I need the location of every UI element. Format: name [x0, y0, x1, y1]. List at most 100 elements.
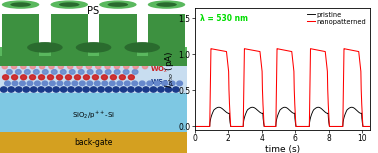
pristine [318, 107, 323, 109]
Ellipse shape [99, 0, 136, 9]
Circle shape [72, 81, 77, 86]
Ellipse shape [124, 42, 160, 53]
Circle shape [110, 75, 116, 80]
Bar [148, 14, 185, 60]
Ellipse shape [76, 42, 112, 53]
Circle shape [60, 87, 67, 92]
Circle shape [65, 75, 71, 80]
Circle shape [135, 87, 142, 92]
Circle shape [12, 81, 18, 86]
Text: back-gate: back-gate [74, 138, 113, 147]
Circle shape [124, 81, 130, 86]
Circle shape [30, 64, 36, 69]
Text: WSe$_2$: WSe$_2$ [150, 78, 172, 88]
Circle shape [96, 70, 102, 74]
Circle shape [38, 87, 44, 92]
Ellipse shape [59, 2, 79, 7]
Circle shape [21, 64, 26, 69]
Circle shape [169, 81, 175, 86]
Circle shape [143, 87, 149, 92]
Circle shape [53, 87, 59, 92]
Circle shape [34, 70, 39, 74]
Circle shape [143, 64, 148, 69]
nanopatterned [271, 125, 276, 127]
Circle shape [8, 87, 14, 92]
Ellipse shape [156, 2, 177, 7]
Circle shape [173, 87, 179, 92]
Circle shape [48, 75, 54, 80]
Circle shape [75, 87, 82, 92]
Ellipse shape [27, 42, 63, 53]
Circle shape [49, 64, 54, 69]
Circle shape [177, 81, 183, 86]
Circle shape [2, 64, 7, 69]
Circle shape [57, 81, 63, 86]
Circle shape [12, 75, 18, 80]
Circle shape [39, 75, 45, 80]
Circle shape [133, 64, 138, 69]
Circle shape [51, 70, 57, 74]
Circle shape [68, 87, 74, 92]
Circle shape [147, 81, 152, 86]
Circle shape [15, 87, 22, 92]
Ellipse shape [51, 0, 88, 9]
Circle shape [150, 87, 156, 92]
Bar [0, 47, 187, 66]
Circle shape [105, 64, 110, 69]
Circle shape [132, 70, 138, 74]
X-axis label: time (s): time (s) [265, 145, 300, 153]
Circle shape [90, 87, 97, 92]
Circle shape [42, 81, 48, 86]
Bar [99, 14, 136, 60]
Circle shape [124, 64, 129, 69]
Circle shape [3, 75, 9, 80]
Circle shape [98, 87, 104, 92]
nanopatterned [369, 125, 373, 127]
pristine [271, 125, 276, 127]
Circle shape [120, 87, 127, 92]
Line: pristine: pristine [195, 107, 371, 126]
Circle shape [29, 75, 36, 80]
Circle shape [77, 64, 82, 69]
Circle shape [65, 81, 70, 86]
Circle shape [56, 75, 62, 80]
Y-axis label: $I_{pho}$ (pA): $I_{pho}$ (pA) [164, 50, 177, 88]
nanopatterned [318, 50, 323, 52]
nanopatterned [331, 125, 336, 127]
Circle shape [79, 81, 85, 86]
Circle shape [128, 87, 134, 92]
Ellipse shape [148, 0, 185, 9]
nanopatterned [225, 58, 229, 59]
Circle shape [15, 70, 21, 74]
Circle shape [78, 70, 84, 74]
Circle shape [60, 70, 66, 74]
Bar [0, 66, 187, 93]
Bar [0, 132, 187, 153]
Circle shape [110, 81, 115, 86]
Circle shape [113, 87, 119, 92]
Bar [2, 14, 39, 60]
pristine [225, 112, 229, 114]
Circle shape [84, 75, 90, 80]
Circle shape [20, 81, 25, 86]
Circle shape [11, 64, 17, 69]
Circle shape [114, 64, 119, 69]
Circle shape [87, 81, 93, 86]
Circle shape [105, 87, 112, 92]
Circle shape [114, 70, 120, 74]
Circle shape [6, 70, 12, 74]
Circle shape [42, 70, 48, 74]
Circle shape [94, 81, 100, 86]
Circle shape [117, 81, 122, 86]
Circle shape [70, 70, 75, 74]
Circle shape [83, 87, 89, 92]
Legend: pristine, nanopatterned: pristine, nanopatterned [306, 11, 367, 25]
Text: SiO$_2$/p$^{++}$-Si: SiO$_2$/p$^{++}$-Si [72, 110, 115, 121]
Circle shape [139, 81, 145, 86]
Text: λ = 530 nm: λ = 530 nm [200, 14, 248, 23]
Ellipse shape [2, 0, 39, 9]
Circle shape [27, 81, 33, 86]
Bar [0, 47, 187, 56]
Circle shape [93, 75, 98, 80]
Circle shape [23, 87, 29, 92]
